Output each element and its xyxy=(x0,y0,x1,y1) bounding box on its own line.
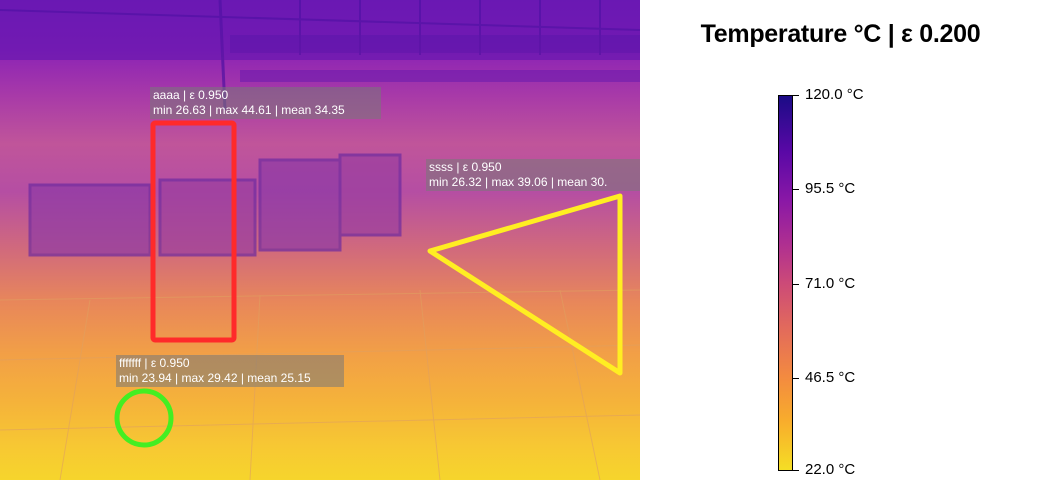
roi-stats: min 23.94 | max 29.42 | mean 25.15 xyxy=(119,371,311,385)
colorbar-tick xyxy=(793,378,799,379)
roi-label-fffffff: fffffff | ε 0.950 min 23.94 | max 29.42 … xyxy=(116,355,344,387)
roi-label-aaaa: aaaa | ε 0.950 min 26.63 | max 44.61 | m… xyxy=(150,87,381,119)
floor-tiles xyxy=(0,289,640,480)
roi-triangle[interactable] xyxy=(427,193,623,376)
thermal-image-canvas[interactable]: aaaa | ε 0.950 min 26.63 | max 44.61 | m… xyxy=(0,0,640,480)
colorbar-tick xyxy=(793,470,799,471)
scene-background xyxy=(0,0,640,111)
colorbar-label-min: 22.0 °C xyxy=(805,461,856,478)
roi-rectangle[interactable] xyxy=(150,120,237,343)
scene-objects xyxy=(28,153,402,257)
thermal-scene xyxy=(0,0,640,480)
colorbar-title: Temperature °C | ε 0.200 xyxy=(700,20,981,48)
roi-stats: min 26.63 | max 44.61 | mean 34.35 xyxy=(153,103,345,117)
colorbar-gradient xyxy=(778,95,793,471)
colorbar-label: 71.0 °C xyxy=(805,275,856,292)
roi-circle[interactable] xyxy=(114,388,174,448)
colorbar-tick xyxy=(793,189,799,190)
roi-name: ssss | ε 0.950 xyxy=(429,160,502,174)
roi-name: aaaa | ε 0.950 xyxy=(153,88,229,102)
colorbar-label-max: 120.0 °C xyxy=(805,86,864,103)
roi-name: fffffff | ε 0.950 xyxy=(119,356,190,370)
colorbar-label: 46.5 °C xyxy=(805,369,856,386)
colorbar-tick xyxy=(793,95,799,96)
roi-label-ssss: ssss | ε 0.950 min 26.32 | max 39.06 | m… xyxy=(426,159,640,191)
colorbar-label: 95.5 °C xyxy=(805,180,856,197)
colorbar-tick xyxy=(793,284,799,285)
roi-stats: min 26.32 | max 39.06 | mean 30. xyxy=(429,175,608,189)
